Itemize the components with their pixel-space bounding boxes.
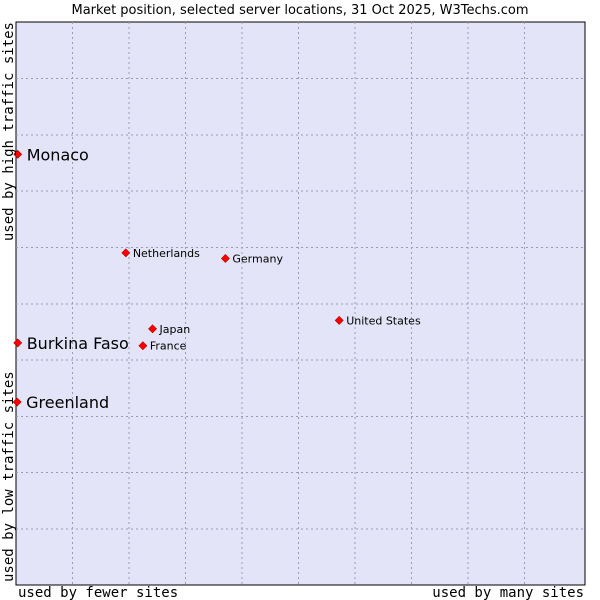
point-label-united-states: United States (346, 314, 421, 327)
y-axis-label-low: used by low traffic sites (1, 371, 17, 582)
x-axis-label-low: used by fewer sites (18, 585, 178, 600)
point-japan (148, 324, 157, 334)
point-germany (220, 254, 230, 263)
point-burkina-faso (13, 338, 23, 348)
point-netherlands (121, 248, 131, 258)
point-united-states (334, 315, 344, 325)
gridlines (16, 22, 585, 585)
point-label-france: France (150, 340, 187, 353)
point-label-germany: Germany (232, 252, 283, 265)
point-label-monaco: Monaco (27, 145, 89, 164)
point-label-netherlands: Netherlands (133, 247, 200, 260)
data-points: Monaco Netherlands Germany United States Jap… (12, 145, 421, 412)
point-greenland (12, 397, 22, 407)
point-monaco (13, 149, 23, 159)
point-france (138, 341, 148, 351)
plot-area (15, 21, 586, 586)
chart-title: Market position, selected server locatio… (71, 3, 528, 18)
y-axis-label-high: used by high traffic sites (1, 22, 17, 241)
point-label-greenland: Greenland (26, 393, 109, 412)
point-label-japan: Japan (159, 323, 191, 336)
point-label-burkina-faso: Burkina Faso (27, 334, 129, 353)
x-axis-label-high: used by many sites (432, 585, 584, 600)
